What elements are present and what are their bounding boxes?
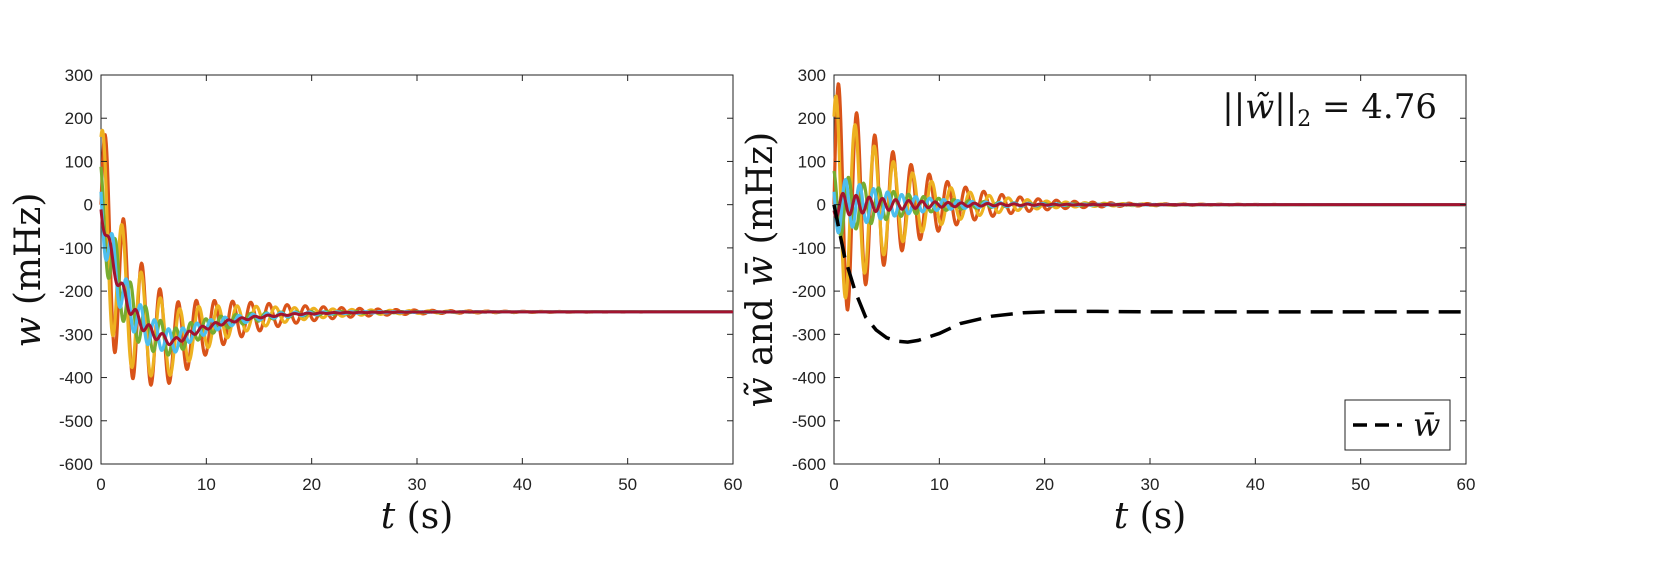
y-tick-label: -500 [59, 412, 93, 431]
x-tick-label: 30 [1141, 475, 1160, 494]
legend-label: w̄ [1413, 406, 1440, 444]
x-tick-label: 0 [96, 475, 105, 494]
x-axis-label: t (s) [381, 496, 454, 537]
y-tick-label: -200 [792, 282, 826, 301]
y-tick-label: -300 [792, 325, 826, 344]
x-tick-label: 0 [829, 475, 838, 494]
x-tick-label: 60 [724, 475, 743, 494]
y-tick-label: 0 [84, 196, 93, 215]
y-axis-label: w̃ and w̄ (mHz) [740, 132, 781, 408]
axis-ticks: 0 10 20 30 40 50 60 300 200 100 0 -100 -200 -300 -400 -… [59, 66, 742, 494]
y-tick-label: -100 [59, 239, 93, 258]
plot-frame [100, 74, 734, 465]
legend: w̄ [1344, 399, 1451, 451]
x-tick-label: 10 [930, 475, 949, 494]
y-tick-label: 200 [798, 109, 826, 128]
x-tick-label: 30 [408, 475, 427, 494]
series-line [832, 191, 1467, 219]
x-tick-label: 10 [197, 475, 216, 494]
series-line [99, 209, 734, 347]
y-tick-label: -400 [792, 369, 826, 388]
y-tick-label: -600 [59, 455, 93, 474]
y-tick-label: -600 [792, 455, 826, 474]
y-tick-label: -100 [792, 239, 826, 258]
y-tick-label: -300 [59, 325, 93, 344]
y-tick-label: -200 [59, 282, 93, 301]
series-lines [832, 82, 1468, 344]
y-tick-label: 0 [817, 196, 826, 215]
series-lines [99, 128, 735, 387]
y-axis-label: w (mHz) [8, 193, 49, 348]
x-tick-label: 20 [1035, 475, 1054, 494]
right-chart: 0 10 20 30 40 50 60 300 200 100 0 -100 -200 -300 -400 -… [740, 66, 1475, 537]
x-tick-label: 20 [302, 475, 321, 494]
norm-annotation: ||w̃||2 = 4.76 [1222, 87, 1437, 132]
x-axis-label: t (s) [1114, 496, 1187, 537]
axis-ticks: 0 10 20 30 40 50 60 300 200 100 0 -100 -200 -300 -400 -… [792, 66, 1475, 494]
y-tick-label: 100 [65, 152, 93, 171]
x-tick-label: 50 [618, 475, 637, 494]
y-tick-label: -500 [792, 412, 826, 431]
x-tick-label: 40 [513, 475, 532, 494]
x-tick-label: 60 [1457, 475, 1476, 494]
plot-frame [833, 74, 1467, 465]
x-tick-label: 50 [1351, 475, 1370, 494]
y-tick-label: 300 [65, 66, 93, 85]
y-tick-label: 100 [798, 152, 826, 171]
left-chart: 0 10 20 30 40 50 60 300 200 100 0 -100 -200 -300 -400 -… [8, 66, 742, 537]
y-tick-label: 300 [798, 66, 826, 85]
y-tick-label: 200 [65, 109, 93, 128]
x-tick-label: 40 [1246, 475, 1265, 494]
y-tick-label: -400 [59, 369, 93, 388]
mean-curve-dashed [832, 204, 1466, 344]
